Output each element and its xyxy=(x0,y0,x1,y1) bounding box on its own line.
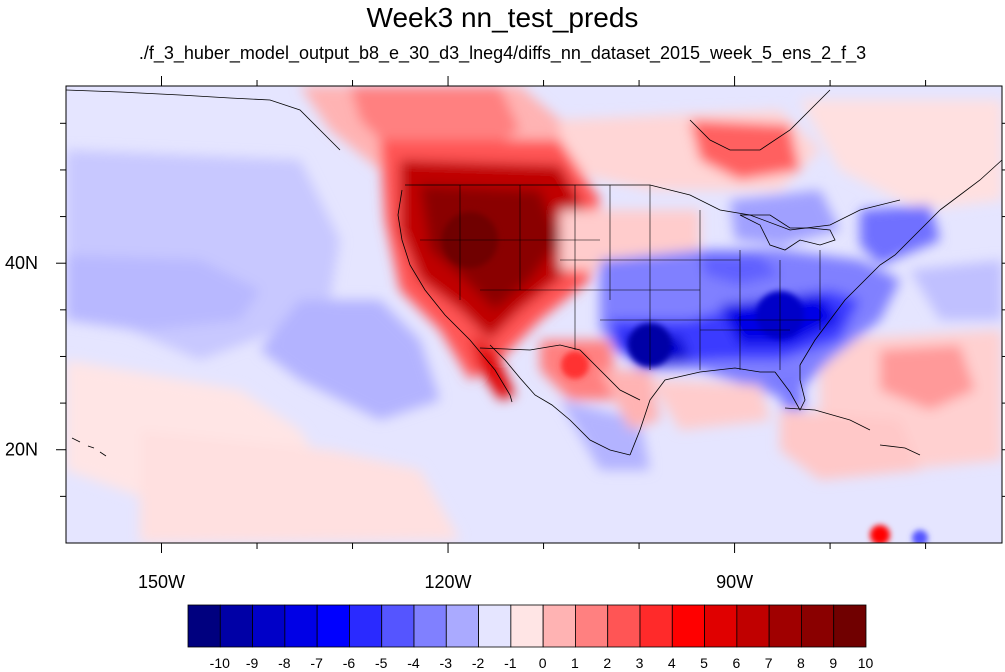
west-coastline xyxy=(397,189,513,403)
colorbar-swatch xyxy=(316,604,350,648)
field-region-caribbean-pink xyxy=(780,410,920,480)
east-coastline xyxy=(799,209,941,366)
y-tick-label: 20N xyxy=(5,440,38,460)
field-region-florida-blue xyxy=(770,370,805,410)
hawaii-islands xyxy=(71,437,107,457)
canada-east-coast xyxy=(939,159,1002,211)
colorbar-label: 10 xyxy=(858,655,874,671)
coastlines-and-borders xyxy=(66,89,1002,457)
colorbar-swatch xyxy=(671,604,705,648)
x-tick-label: 150W xyxy=(138,572,185,592)
map-frame xyxy=(65,85,1003,544)
us-mexico-border xyxy=(479,344,641,401)
colorbar-swatch xyxy=(187,604,221,648)
map-title: Week3 nn_test_preds xyxy=(366,2,639,33)
colorbar-label: -6 xyxy=(343,655,356,671)
colorbar-label: 8 xyxy=(797,655,805,671)
colorbar-label: 3 xyxy=(636,655,644,671)
map-subtitle: ./f_3_huber_model_output_b8_e_30_d3_lneg… xyxy=(138,43,867,63)
colorbar-label: -3 xyxy=(440,655,453,671)
colorbar-swatch xyxy=(219,604,253,648)
field-spot-4 xyxy=(561,351,589,379)
colorbar-swatch xyxy=(736,604,770,648)
colorbar-swatch xyxy=(381,604,415,648)
colorbar-swatch xyxy=(639,604,673,648)
field-region-newengland-blue xyxy=(860,205,940,265)
field-region-atlantic-blue xyxy=(910,260,1002,320)
map-plot-area xyxy=(66,86,1002,543)
florida-coastline xyxy=(774,365,806,411)
colorbar-label: -2 xyxy=(472,655,485,671)
colorbar-swatch xyxy=(349,604,383,648)
colorbar-swatch xyxy=(575,604,609,648)
colorbar-label: 7 xyxy=(765,655,773,671)
cuba-outline xyxy=(784,407,871,431)
colorbar-label: 9 xyxy=(829,655,837,671)
colorbar-swatch xyxy=(510,604,544,648)
colorbar-swatch xyxy=(607,604,641,648)
y-tick-label: 40N xyxy=(5,253,38,273)
field-region-greatlakes-blue xyxy=(730,190,840,245)
hudson-bay-coast xyxy=(689,89,831,151)
colorbar-label: -5 xyxy=(375,655,388,671)
colorbar-swatch xyxy=(284,604,318,648)
colorbar-label: -10 xyxy=(210,655,230,671)
alaska-coastline xyxy=(66,89,341,151)
colorbar-label: 4 xyxy=(668,655,676,671)
x-tick-label: 90W xyxy=(716,572,753,592)
colorbar-label: -4 xyxy=(407,655,420,671)
field-region-pacific-blue3 xyxy=(66,255,260,330)
colorbar-swatch xyxy=(704,604,738,648)
colorbar-label: 6 xyxy=(732,655,740,671)
colorbar-label: -1 xyxy=(504,655,517,671)
field-region-ne-canada-pink xyxy=(800,100,1002,210)
colorbar-swatch xyxy=(768,604,802,648)
colorbar-label: -8 xyxy=(278,655,291,671)
hispaniola-outline xyxy=(879,444,921,456)
colorbar-label: 5 xyxy=(700,655,708,671)
colorbar-swatch xyxy=(833,604,867,648)
colorbar-swatch xyxy=(801,604,835,648)
colorbar: -10 -9 -8 -7 -6 -5 -4 -3 -2 -1 0 1 2 3 4 5 6 7 8 9 10 xyxy=(187,604,874,671)
x-tick-label: 120W xyxy=(425,572,472,592)
us-canada-border xyxy=(405,184,901,231)
field-spot-6 xyxy=(912,530,928,543)
field-region-south-pink xyxy=(140,430,460,543)
colorbar-label: -9 xyxy=(246,655,259,671)
map-axes: 150W 120W 90W 40N 20N xyxy=(5,76,1005,592)
great-lakes-outline xyxy=(739,214,836,251)
field-region-gulf-pink xyxy=(650,380,770,430)
field-region-pacific-blue2 xyxy=(260,300,440,420)
baja-coastline xyxy=(489,344,631,456)
colorbar-label: 2 xyxy=(603,655,611,671)
colorbar-swatch xyxy=(478,604,512,648)
colorbar-label: 0 xyxy=(539,655,547,671)
colorbar-swatch xyxy=(413,604,447,648)
colorbar-label: 1 xyxy=(571,655,579,671)
state-lines xyxy=(420,185,821,370)
colorbar-swatch xyxy=(542,604,576,648)
field-spot-5 xyxy=(870,525,890,543)
colorbar-swatch xyxy=(252,604,286,648)
field-region-atlantic-red xyxy=(880,345,975,410)
colorbar-swatch xyxy=(445,604,479,648)
colorbar-label: -7 xyxy=(310,655,323,671)
gulf-coastline xyxy=(629,367,775,456)
anomaly-field xyxy=(66,86,1002,543)
